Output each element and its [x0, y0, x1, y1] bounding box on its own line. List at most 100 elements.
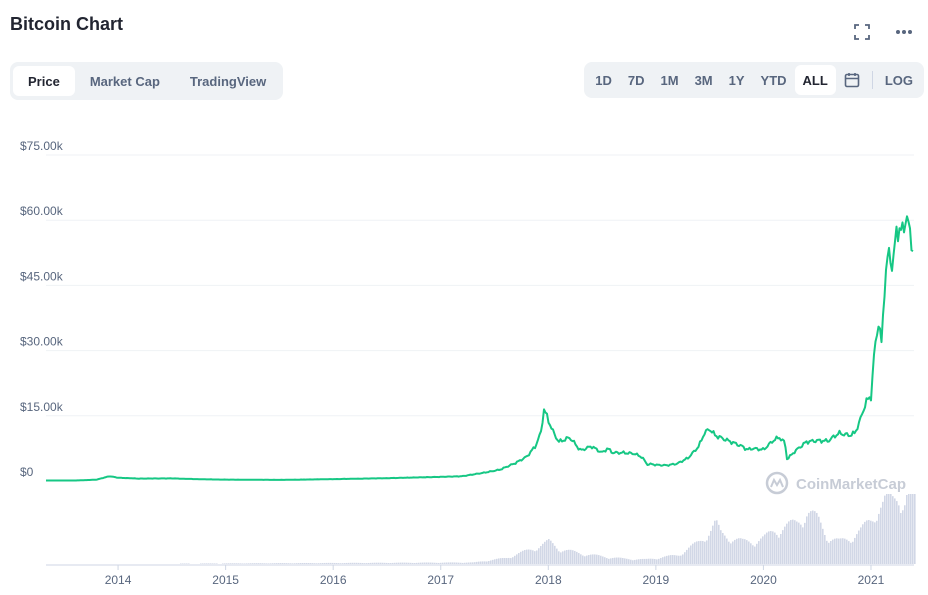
range-1m[interactable]: 1M	[660, 72, 679, 88]
volume-bar	[596, 554, 598, 564]
volume-bar	[306, 562, 308, 564]
volume-bar	[518, 553, 520, 564]
range-1y[interactable]: 1Y	[728, 72, 745, 88]
volume-bar	[334, 562, 336, 564]
volume-bar	[512, 557, 514, 564]
volume-bar	[450, 562, 452, 564]
volume-bar	[292, 563, 294, 564]
volume-bar	[428, 562, 430, 564]
volume-bar	[846, 539, 848, 564]
volume-bar	[480, 561, 482, 564]
volume-bar	[666, 555, 668, 564]
volume-bar	[406, 562, 408, 564]
volume-bar	[794, 520, 796, 564]
volume-bar	[496, 558, 498, 564]
volume-bar	[210, 563, 212, 564]
price-chart[interactable]: $0 $15.00k $30.00k $45.00k $60.00k $75.00k Coi…	[0, 110, 928, 595]
volume-bar	[820, 522, 822, 564]
volume-bar	[914, 494, 916, 564]
volume-bar	[882, 501, 884, 564]
volume-bar	[244, 563, 246, 564]
volume-bar	[856, 534, 858, 564]
volume-bar	[688, 547, 690, 564]
volume-bar	[814, 511, 816, 564]
volume-bar	[692, 543, 694, 564]
volume-bar	[180, 563, 182, 564]
volume-bar	[368, 562, 370, 564]
volume-bar	[212, 563, 214, 564]
volume-bar	[448, 562, 450, 564]
volume-bar	[382, 562, 384, 564]
volume-bar	[848, 541, 850, 564]
volume-bar	[844, 538, 846, 564]
volume-bar	[602, 556, 604, 564]
more-icon[interactable]	[894, 22, 914, 42]
volume-bar	[482, 561, 484, 564]
volume-bar	[526, 549, 528, 564]
range-7d[interactable]: 7D	[627, 72, 645, 88]
volume-bar	[282, 563, 284, 564]
volume-bar	[878, 513, 880, 564]
tab-tradingview[interactable]: TradingView	[189, 73, 267, 89]
volume-bar	[792, 519, 794, 564]
price-series-line[interactable]	[46, 215, 914, 482]
volume-bar	[672, 555, 674, 564]
volume-bar	[676, 555, 678, 564]
volume-bar	[324, 562, 326, 564]
volume-bar	[254, 563, 256, 564]
volume-bar	[398, 562, 400, 564]
y-tick-label: $15.00k	[20, 400, 64, 414]
volume-bar	[574, 550, 576, 564]
tab-price[interactable]: Price	[13, 66, 75, 96]
tab-market-cap[interactable]: Market Cap	[89, 73, 160, 89]
volume-bar	[504, 558, 506, 564]
volume-bar	[342, 563, 344, 564]
volume-bar	[464, 562, 466, 564]
volume-bar	[776, 534, 778, 564]
watermark-text: CoinMarketCap	[796, 476, 906, 493]
x-tick-label: 2020	[750, 573, 777, 587]
volume-bar	[804, 522, 806, 564]
volume-bar	[466, 562, 468, 564]
volume-bar	[240, 563, 242, 564]
volume-bar	[472, 562, 474, 564]
volume-bar	[394, 562, 396, 564]
volume-bar	[824, 535, 826, 564]
volume-bar	[352, 562, 354, 564]
volume-bar	[404, 562, 406, 564]
volume-bar	[766, 532, 768, 564]
volume-bar	[706, 540, 708, 564]
volume-bar	[256, 563, 258, 564]
volume-bar	[826, 540, 828, 564]
volume-bar	[524, 550, 526, 564]
calendar-icon[interactable]	[836, 65, 868, 95]
volume-bar	[452, 562, 454, 564]
volume-bar	[808, 512, 810, 564]
volume-bar	[662, 557, 664, 564]
volume-bar	[298, 563, 300, 564]
volume-bar	[576, 551, 578, 564]
range-1d[interactable]: 1D	[595, 72, 612, 88]
range-selector: 1D 7D 1M 3M 1Y YTD ALL LOG	[584, 62, 924, 98]
volume-bar	[432, 562, 434, 564]
volume-bar	[864, 521, 866, 564]
volume-bar	[660, 558, 662, 564]
expand-icon[interactable]	[852, 22, 872, 42]
volume-bar	[460, 562, 462, 564]
volume-bar	[520, 551, 522, 564]
volume-bar	[778, 537, 780, 564]
range-all[interactable]: ALL	[794, 65, 836, 95]
volume-bar	[308, 563, 310, 564]
volume-bar	[338, 563, 340, 564]
range-3m[interactable]: 3M	[694, 72, 713, 88]
volume-bar	[640, 559, 642, 564]
log-toggle[interactable]: LOG	[884, 72, 913, 88]
volume-bar	[362, 563, 364, 564]
range-ytd[interactable]: YTD	[760, 72, 787, 88]
range-divider	[871, 71, 873, 89]
volume-bar	[508, 557, 510, 564]
volume-bar	[388, 563, 390, 564]
volume-bar	[758, 541, 760, 564]
volume-bar	[326, 562, 328, 564]
volume-bar	[626, 558, 628, 564]
